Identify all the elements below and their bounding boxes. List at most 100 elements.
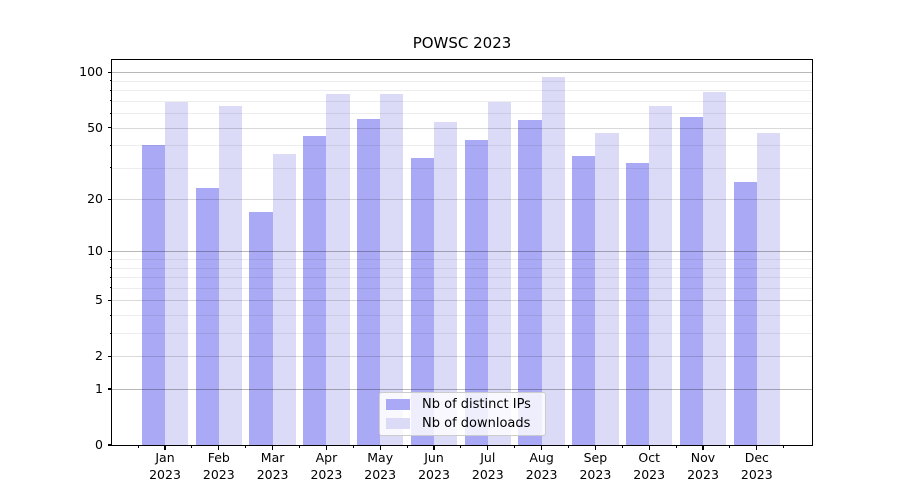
- bar-downloads-jun: [434, 121, 458, 445]
- bar-distinct-ips-mar: [249, 211, 273, 445]
- x-axis-tick-label-feb: Feb 2023: [202, 450, 235, 482]
- legend-item-downloads: Nb of downloads: [386, 416, 539, 431]
- y-axis-tick-2: [107, 355, 112, 358]
- x-axis-tick-mar: [272, 445, 274, 450]
- y-axis-tick-label-100: 100: [79, 64, 103, 80]
- y-axis-minor-tick-4: [109, 314, 112, 316]
- bar-downloads-mar: [272, 153, 296, 445]
- chart-title: POWSC 2023: [412, 34, 512, 52]
- legend-label-distinct-ips: Nb of distinct IPs: [422, 397, 531, 412]
- bar-distinct-ips-oct: [626, 162, 650, 445]
- y-axis-minor-tick-30: [109, 167, 112, 169]
- x-axis-tick-sep: [594, 445, 597, 450]
- y-axis-minor-tick-3: [109, 332, 112, 334]
- x-axis-minor-tick: [621, 445, 623, 448]
- x-axis-tick-label-aug: Aug 2023: [525, 450, 558, 482]
- x-axis-tick-label-jun: Jun 2023: [418, 450, 450, 482]
- y-axis-minor-tick-7: [109, 276, 112, 278]
- x-axis-tick-label-sep: Sep 2023: [579, 450, 612, 482]
- y-axis-tick-0: [107, 444, 112, 446]
- bar-downloads-jan: [165, 102, 189, 445]
- bar-downloads-feb: [218, 105, 242, 445]
- x-axis-minor-tick: [299, 445, 300, 448]
- x-axis-tick-label-jul: Jul 2023: [471, 450, 504, 482]
- x-axis-tick-jun: [433, 445, 435, 450]
- y-axis-minor-tick-80: [109, 89, 112, 91]
- bar-distinct-ips-sep: [572, 155, 596, 445]
- y-axis-tick-label-0: 0: [95, 437, 103, 452]
- x-axis-tick-jan: [164, 445, 166, 450]
- legend-label-downloads: Nb of downloads: [422, 416, 531, 431]
- bars-layer: [112, 60, 812, 445]
- y-axis-tick-label-10: 10: [87, 243, 103, 259]
- y-axis-minor-tick-60: [109, 112, 112, 114]
- y-axis-tick-label-1: 1: [95, 381, 103, 397]
- bar-distinct-ips-aug: [518, 120, 542, 445]
- legend-swatch-downloads: [386, 418, 410, 429]
- y-axis-tick-5: [107, 299, 112, 302]
- y-axis-minor-tick-8: [109, 267, 112, 269]
- bar-downloads-may: [380, 94, 404, 445]
- x-axis-minor-tick: [460, 445, 462, 448]
- x-axis-minor-tick: [568, 445, 569, 448]
- bar-distinct-ips-dec: [733, 182, 757, 445]
- bar-distinct-ips-jul: [464, 139, 488, 445]
- bar-distinct-ips-may: [357, 118, 381, 445]
- bar-downloads-oct: [649, 105, 673, 445]
- legend-swatch-distinct-ips: [386, 399, 410, 410]
- y-axis-tick-10: [107, 250, 112, 253]
- y-axis-tick-50: [107, 127, 112, 129]
- x-axis-tick-jul: [487, 445, 489, 450]
- x-axis-tick-label-oct: Oct 2023: [633, 450, 666, 482]
- x-axis-tick-label-may: May 2023: [364, 450, 397, 482]
- x-axis-tick-aug: [541, 445, 543, 450]
- bar-distinct-ips-nov: [679, 117, 703, 445]
- bar-downloads-apr: [326, 94, 350, 445]
- x-axis-minor-tick: [245, 445, 247, 448]
- x-axis-tick-dec: [756, 445, 758, 450]
- y-axis-minor-tick-40: [109, 144, 112, 146]
- y-axis-minor-tick-70: [109, 100, 112, 102]
- y-axis-minor-tick-90: [109, 80, 112, 82]
- x-axis-tick-label-nov: Nov 2023: [687, 450, 719, 482]
- bar-distinct-ips-apr: [303, 135, 327, 445]
- x-axis-minor-tick: [191, 445, 193, 448]
- x-axis-tick-may: [379, 445, 381, 450]
- bar-downloads-sep: [595, 132, 619, 445]
- y-axis-minor-tick-6: [109, 287, 112, 289]
- y-axis-minor-tick-9: [109, 258, 112, 260]
- plot-area: [111, 59, 813, 446]
- x-axis-minor-tick: [514, 445, 516, 448]
- x-axis-minor-tick: [406, 445, 408, 448]
- x-axis-minor-tick: [352, 445, 354, 448]
- x-axis-tick-nov: [702, 445, 704, 450]
- x-axis-tick-label-apr: Apr 2023: [310, 450, 343, 482]
- y-axis-tick-label-5: 5: [95, 292, 103, 308]
- x-axis-minor-tick: [137, 445, 139, 448]
- x-axis-minor-tick: [675, 445, 677, 448]
- y-axis-tick-label-50: 50: [87, 119, 103, 135]
- bar-distinct-ips-jun: [410, 158, 434, 445]
- y-axis-tick-label-2: 2: [95, 348, 103, 364]
- x-axis-tick-label-jan: Jan 2023: [149, 450, 181, 482]
- x-axis-minor-tick: [783, 445, 785, 448]
- y-axis-tick-100: [107, 71, 112, 74]
- y-axis-tick-label-20: 20: [87, 191, 103, 207]
- x-axis-tick-apr: [325, 445, 328, 450]
- bar-downloads-dec: [756, 132, 780, 445]
- y-axis-tick-20: [107, 198, 112, 200]
- legend: Nb of distinct IPs Nb of downloads: [379, 392, 546, 436]
- x-axis-minor-tick: [729, 445, 731, 448]
- x-axis-tick-oct: [648, 445, 650, 450]
- y-axis-tick-1: [107, 388, 112, 390]
- bar-downloads-jul: [487, 102, 511, 445]
- x-axis-tick-label-dec: Dec 2023: [740, 450, 773, 482]
- bar-downloads-aug: [541, 77, 565, 445]
- x-axis-tick-feb: [218, 445, 220, 450]
- bar-distinct-ips-jan: [141, 145, 165, 445]
- legend-item-distinct-ips: Nb of distinct IPs: [386, 397, 539, 412]
- bar-downloads-nov: [703, 92, 727, 445]
- bar-distinct-ips-feb: [195, 188, 219, 445]
- x-axis-tick-label-mar: Mar 2023: [256, 450, 289, 482]
